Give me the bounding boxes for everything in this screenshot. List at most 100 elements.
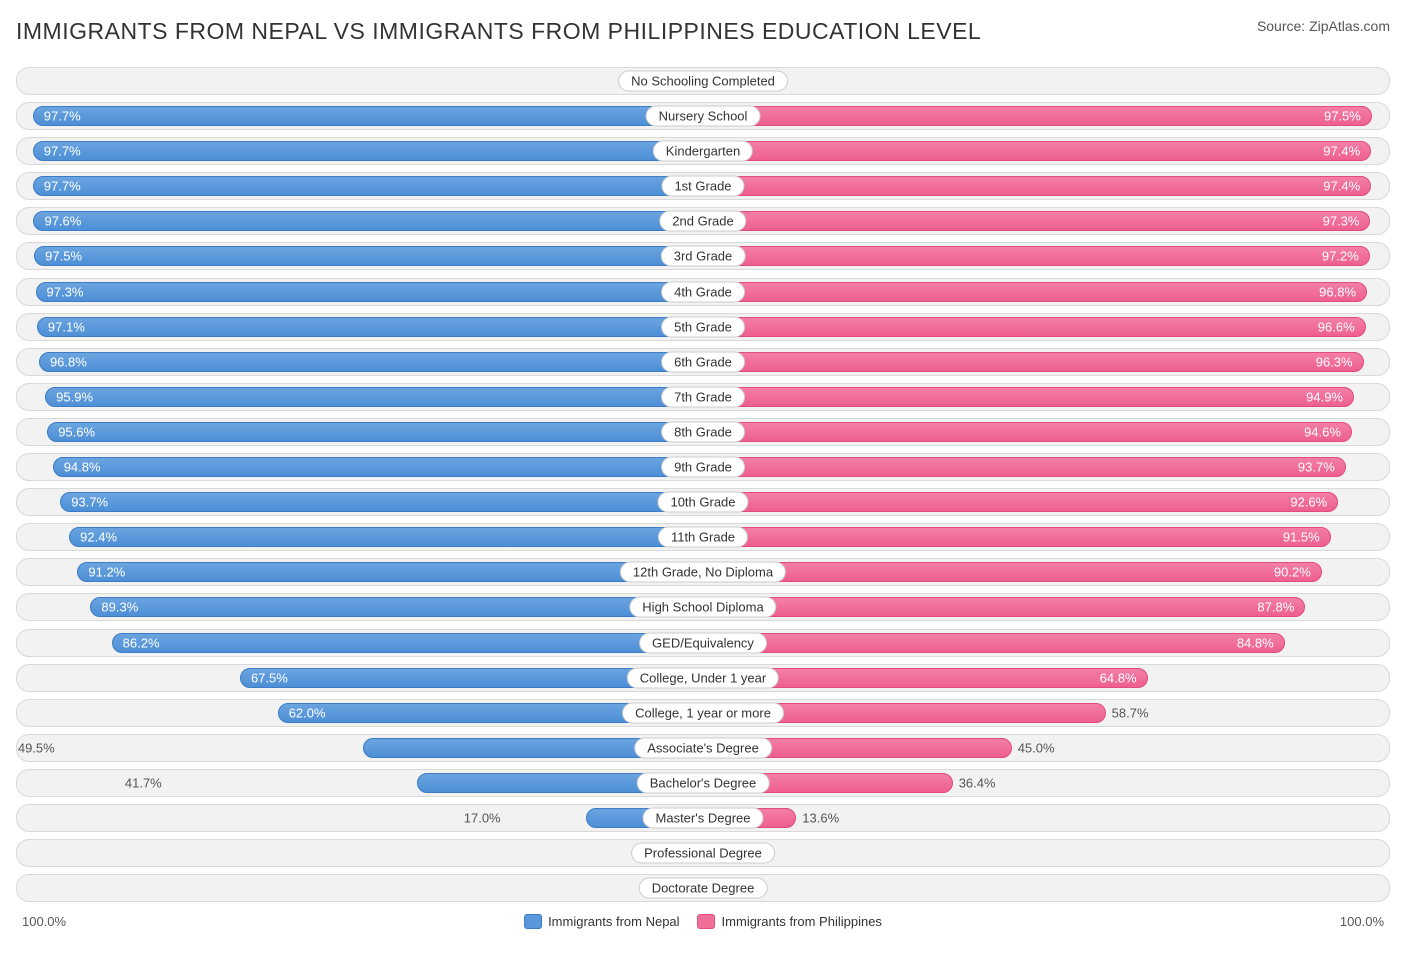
bar-right: 96.8% bbox=[703, 282, 1367, 302]
value-label-left: 89.3% bbox=[101, 600, 138, 615]
value-label-left: 62.0% bbox=[289, 705, 326, 720]
value-label-left: 91.2% bbox=[88, 565, 125, 580]
axis-label-left: 100.0% bbox=[22, 914, 66, 929]
value-label-right: 97.5% bbox=[1324, 109, 1361, 124]
bar-left: 97.1% bbox=[37, 317, 703, 337]
bar-left: 97.5% bbox=[34, 246, 703, 266]
category-label: No Schooling Completed bbox=[618, 71, 788, 92]
bar-right: 96.6% bbox=[703, 317, 1366, 337]
bar-left: 95.9% bbox=[45, 387, 703, 407]
category-label: 2nd Grade bbox=[659, 211, 746, 232]
value-label-right: 97.4% bbox=[1323, 179, 1360, 194]
category-label: Master's Degree bbox=[643, 807, 764, 828]
value-label-right: 45.0% bbox=[1018, 740, 1055, 755]
value-label-left: 97.6% bbox=[44, 214, 81, 229]
value-label-right: 93.7% bbox=[1298, 460, 1335, 475]
bar-left: 97.3% bbox=[36, 282, 703, 302]
value-label-right: 96.3% bbox=[1316, 354, 1353, 369]
bar-right: 92.6% bbox=[703, 492, 1338, 512]
value-label-left: 17.0% bbox=[464, 810, 581, 825]
legend-label-left: Immigrants from Nepal bbox=[548, 914, 679, 929]
value-label-right: 64.8% bbox=[1100, 670, 1137, 685]
category-label: College, Under 1 year bbox=[627, 667, 779, 688]
category-label: 12th Grade, No Diploma bbox=[620, 562, 786, 583]
category-label: 10th Grade bbox=[657, 492, 748, 513]
bar-left: 93.7% bbox=[60, 492, 703, 512]
category-label: 9th Grade bbox=[661, 457, 745, 478]
value-label-left: 86.2% bbox=[123, 635, 160, 650]
bar-right: 97.4% bbox=[703, 141, 1371, 161]
chart-row: 97.5%97.2%3rd Grade bbox=[16, 242, 1390, 270]
bar-right: 87.8% bbox=[703, 597, 1305, 617]
chart-row: 91.2% 90.2%12th Grade, No Diploma bbox=[16, 558, 1390, 586]
chart-row: 89.3%87.8%High School Diploma bbox=[16, 593, 1390, 621]
category-label: Bachelor's Degree bbox=[637, 772, 770, 793]
legend-item-right: Immigrants from Philippines bbox=[698, 914, 882, 929]
legend-label-right: Immigrants from Philippines bbox=[722, 914, 882, 929]
value-label-left: 97.1% bbox=[48, 319, 85, 334]
category-label: 7th Grade bbox=[661, 386, 745, 407]
bar-right: 94.6% bbox=[703, 422, 1352, 442]
value-label-right: 91.5% bbox=[1283, 530, 1320, 545]
value-label-left: 95.9% bbox=[56, 389, 93, 404]
chart-row: 92.4%91.5%11th Grade bbox=[16, 523, 1390, 551]
legend: Immigrants from Nepal Immigrants from Ph… bbox=[524, 914, 882, 929]
source-attribution: Source: ZipAtlas.com bbox=[1257, 18, 1390, 34]
chart-row: 67.5% 64.8% College, Under 1 year bbox=[16, 664, 1390, 692]
chart-row: 95.9% 94.9%7th Grade bbox=[16, 383, 1390, 411]
value-label-right: 58.7% bbox=[1112, 705, 1149, 720]
value-label-right: 96.6% bbox=[1318, 319, 1355, 334]
category-label: Doctorate Degree bbox=[639, 878, 768, 899]
value-label-left: 93.7% bbox=[71, 495, 108, 510]
header: IMMIGRANTS FROM NEPAL VS IMMIGRANTS FROM… bbox=[16, 18, 1390, 45]
chart-row: 95.6%94.6%8th Grade bbox=[16, 418, 1390, 446]
chart-row: 97.6% 97.3%2nd Grade bbox=[16, 207, 1390, 235]
bar-left: 97.7% bbox=[33, 106, 703, 126]
value-label-right: 84.8% bbox=[1237, 635, 1274, 650]
value-label-left: 94.8% bbox=[64, 460, 101, 475]
value-label-left: 92.4% bbox=[80, 530, 117, 545]
value-label-left: 97.3% bbox=[47, 284, 84, 299]
value-label-left: 96.8% bbox=[50, 354, 87, 369]
category-label: 4th Grade bbox=[661, 281, 745, 302]
bar-left: 94.8% bbox=[53, 457, 703, 477]
bar-left: 97.7% bbox=[33, 176, 703, 196]
chart-row: 4.8%3.9%Professional Degree bbox=[16, 839, 1390, 867]
bar-right: 97.5% bbox=[703, 106, 1372, 126]
value-label-right: 87.8% bbox=[1257, 600, 1294, 615]
chart-row: 17.0% 13.6% Master's Degree bbox=[16, 804, 1390, 832]
chart-row: 97.7%97.5%Nursery School bbox=[16, 102, 1390, 130]
value-label-right: 13.6% bbox=[802, 810, 839, 825]
chart-footer: 100.0% Immigrants from Nepal Immigrants … bbox=[16, 909, 1390, 933]
category-label: College, 1 year or more bbox=[622, 702, 784, 723]
value-label-left: 97.5% bbox=[45, 249, 82, 264]
bar-left: 95.6% bbox=[47, 422, 703, 442]
value-label-left: 67.5% bbox=[251, 670, 288, 685]
bar-left: 91.2% bbox=[77, 562, 703, 582]
chart-row: 93.7% 92.6%10th Grade bbox=[16, 488, 1390, 516]
source-name: ZipAtlas.com bbox=[1309, 18, 1390, 34]
chart-row: 2.2%1.6%Doctorate Degree bbox=[16, 874, 1390, 902]
bar-right: 90.2% bbox=[703, 562, 1322, 582]
bar-left: 97.7% bbox=[33, 141, 703, 161]
bar-right: 94.9% bbox=[703, 387, 1354, 407]
bar-right: 84.8% bbox=[703, 633, 1285, 653]
category-label: 8th Grade bbox=[661, 421, 745, 442]
value-label-right: 97.2% bbox=[1322, 249, 1359, 264]
bar-left: 97.6% bbox=[33, 211, 703, 231]
value-label-left: 41.7% bbox=[125, 775, 411, 790]
bar-left: 92.4% bbox=[69, 527, 703, 547]
category-label: Professional Degree bbox=[631, 843, 775, 864]
chart-row: 97.7%97.4%1st Grade bbox=[16, 172, 1390, 200]
chart-row: 41.7%36.4%Bachelor's Degree bbox=[16, 769, 1390, 797]
chart-row: 96.8%96.3%6th Grade bbox=[16, 348, 1390, 376]
chart-row: 62.0% 58.7% College, 1 year or more bbox=[16, 699, 1390, 727]
chart-row: 97.1%96.6%5th Grade bbox=[16, 313, 1390, 341]
value-label-left: 97.7% bbox=[44, 179, 81, 194]
chart-row: 97.3% 96.8%4th Grade bbox=[16, 278, 1390, 306]
diverging-bar-chart: 2.3%2.6%No Schooling Completed97.7%97.5%… bbox=[16, 67, 1390, 902]
bar-right: 97.3% bbox=[703, 211, 1370, 231]
value-label-left: 97.7% bbox=[44, 109, 81, 124]
category-label: Associate's Degree bbox=[634, 737, 772, 758]
chart-row: 97.7%97.4%Kindergarten bbox=[16, 137, 1390, 165]
